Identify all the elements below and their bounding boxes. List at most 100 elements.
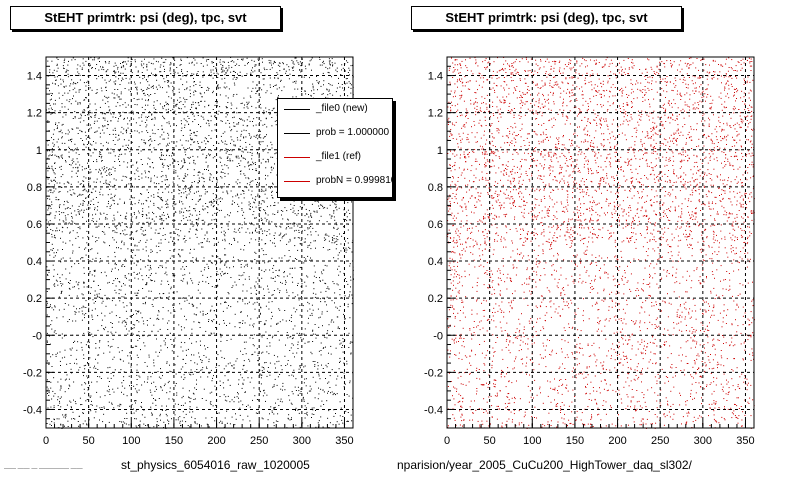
scatter-point [272,182,273,184]
scatter-point [347,238,349,239]
scatter-point [77,236,79,238]
scatter-point [317,308,319,310]
scatter-point [158,189,160,191]
scatter-point [46,304,48,306]
scatter-point [51,180,53,182]
scatter-point [186,283,188,285]
scatter-point [310,388,312,390]
scatter-point [133,118,135,120]
scatter-point [331,242,333,244]
scatter-point [247,62,249,63]
scatter-point [162,266,163,268]
scatter-point [80,194,82,196]
scatter-point [211,320,213,321]
scatter-point [279,400,281,402]
scatter-point [143,331,145,332]
scatter-point [50,324,52,326]
scatter-point [224,235,226,237]
scatter-point [304,281,306,283]
scatter-point [56,317,58,319]
scatter-point [134,388,136,390]
scatter-point [72,244,74,246]
scatter-point [346,78,348,79]
scatter-point [282,236,284,237]
scatter-point [117,139,119,141]
scatter-point [267,261,269,263]
scatter-point [71,266,73,268]
scatter-point [151,394,153,396]
scatter-point [175,373,177,375]
scatter-point [244,104,245,106]
scatter-point [333,216,335,218]
scatter-point [96,78,98,80]
scatter-point [72,83,74,85]
scatter-point [272,267,274,269]
scatter-point [318,393,320,395]
scatter-point [50,406,52,408]
scatter-point [206,206,208,207]
scatter-point [160,387,162,389]
scatter-point [251,69,252,71]
scatter-point [151,331,153,333]
scatter-point [236,112,238,114]
scatter-point [289,238,291,240]
scatter-point [177,72,179,74]
scatter-point [324,207,326,209]
scatter-point [208,201,210,203]
scatter-point [121,222,123,224]
scatter-point [122,65,124,67]
scatter-point [155,216,157,218]
scatter-point [207,140,208,142]
scatter-point [240,160,242,162]
scatter-point [332,201,334,203]
scatter-point [318,373,320,375]
scatter-point [266,231,268,232]
scatter-point [147,87,149,89]
scatter-point [129,78,131,80]
scatter-point [186,210,187,212]
scatter-point [168,215,169,217]
scatter-point [261,417,263,419]
scatter-point [142,303,144,305]
scatter-point [91,274,93,276]
scatter-point [156,421,158,423]
scatter-point [198,281,200,283]
scatter-point [159,71,161,73]
scatter-point [124,61,126,63]
scatter-point [61,231,63,233]
scatter-point [113,81,115,83]
scatter-point [224,417,226,419]
scatter-point [183,159,185,161]
scatter-point [47,60,49,62]
scatter-point [315,293,317,295]
scatter-point [138,331,140,333]
scatter-point [266,145,268,147]
scatter-point [252,303,254,305]
scatter-point [326,333,328,335]
scatter-point [339,339,341,341]
scatter-point [99,289,101,290]
scatter-point [126,226,128,228]
scatter-point [60,396,62,398]
scatter-point [214,115,216,117]
scatter-point [182,203,184,205]
scatter-point [226,422,228,424]
scatter-point [298,299,300,301]
scatter-point [134,292,136,294]
scatter-point [305,285,307,287]
scatter-point [60,165,62,167]
scatter-point [295,229,297,231]
scatter-point [340,74,342,75]
scatter-point [166,207,168,209]
scatter-point [190,93,191,95]
scatter-point [135,410,137,412]
scatter-point [98,118,100,119]
scatter-point [268,159,269,161]
scatter-point [260,377,262,379]
scatter-point [120,248,122,250]
scatter-point [90,404,92,405]
scatter-point [161,57,163,59]
scatter-point [105,216,107,218]
scatter-point [326,221,328,223]
scatter-point [141,402,142,403]
